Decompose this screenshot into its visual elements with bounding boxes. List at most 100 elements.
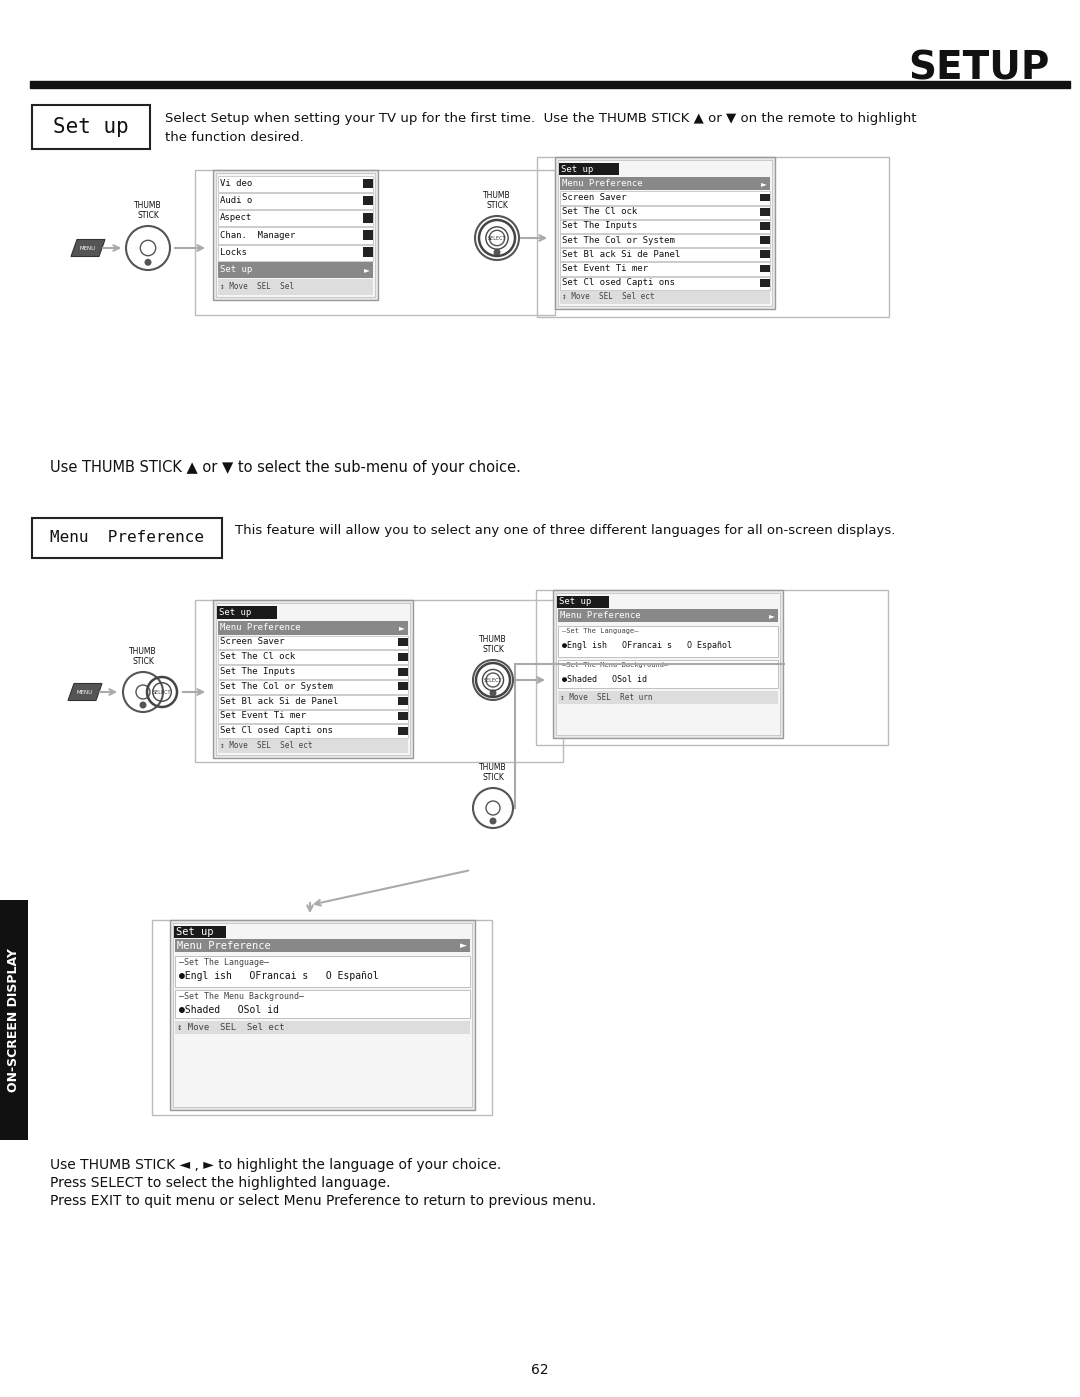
Bar bbox=[760, 264, 770, 272]
Text: SELECT: SELECT bbox=[484, 678, 502, 683]
Text: Set up: Set up bbox=[559, 598, 591, 606]
Bar bbox=[218, 176, 373, 193]
Bar bbox=[175, 956, 470, 986]
Text: Menu Preference: Menu Preference bbox=[220, 623, 300, 631]
Text: Set The Inputs: Set The Inputs bbox=[562, 221, 637, 231]
Bar bbox=[760, 279, 770, 286]
Text: THUMB
STICK: THUMB STICK bbox=[480, 763, 507, 782]
Polygon shape bbox=[68, 683, 102, 700]
Bar bbox=[213, 170, 378, 300]
Text: THUMB
STICK: THUMB STICK bbox=[480, 634, 507, 654]
Bar bbox=[760, 250, 770, 258]
Bar bbox=[363, 179, 373, 189]
Bar bbox=[195, 599, 563, 761]
Bar bbox=[553, 590, 783, 738]
Circle shape bbox=[494, 249, 500, 256]
Bar bbox=[175, 1021, 470, 1034]
Bar bbox=[760, 236, 770, 244]
Text: THUMB
STICK: THUMB STICK bbox=[130, 647, 157, 666]
Text: ↕ Move  SEL  Sel ect: ↕ Move SEL Sel ect bbox=[177, 1023, 284, 1032]
Bar bbox=[561, 277, 770, 289]
Text: ↕ Move  SEL  Sel ect: ↕ Move SEL Sel ect bbox=[562, 292, 654, 302]
Bar bbox=[363, 196, 373, 205]
Text: ►: ► bbox=[761, 179, 767, 187]
Bar bbox=[175, 990, 470, 1018]
Bar bbox=[555, 156, 775, 309]
Text: Chan.  Manager: Chan. Manager bbox=[220, 231, 295, 239]
Text: Screen Saver: Screen Saver bbox=[220, 637, 284, 647]
Bar bbox=[218, 725, 408, 738]
Text: —Set The Language—: —Set The Language— bbox=[179, 958, 269, 967]
Text: Vi deo: Vi deo bbox=[220, 179, 253, 189]
Bar bbox=[195, 170, 555, 314]
Bar bbox=[561, 205, 770, 219]
Text: THUMB
STICK: THUMB STICK bbox=[134, 201, 162, 219]
Text: Screen Saver: Screen Saver bbox=[562, 193, 626, 203]
Bar bbox=[216, 173, 375, 298]
Bar bbox=[363, 247, 373, 257]
Bar bbox=[399, 726, 408, 735]
Text: Set Bl ack Si de Panel: Set Bl ack Si de Panel bbox=[562, 250, 680, 258]
Circle shape bbox=[145, 258, 151, 265]
Bar bbox=[218, 680, 408, 694]
Text: ●Engl ish   OFrancai s   O Español: ●Engl ish OFrancai s O Español bbox=[562, 641, 732, 650]
Bar bbox=[399, 668, 408, 676]
Text: ●Shaded   OSol id: ●Shaded OSol id bbox=[179, 1004, 279, 1014]
Bar bbox=[218, 228, 373, 243]
Bar bbox=[218, 211, 373, 226]
Bar bbox=[218, 244, 373, 261]
Text: Audi o: Audi o bbox=[220, 196, 253, 205]
Text: ●Shaded   OSol id: ●Shaded OSol id bbox=[562, 675, 647, 683]
Text: ↕ Move  SEL  Ret urn: ↕ Move SEL Ret urn bbox=[561, 693, 652, 703]
Text: Press SELECT to select the highlighted language.: Press SELECT to select the highlighted l… bbox=[50, 1176, 391, 1190]
Text: ↕ Move  SEL  Sel ect: ↕ Move SEL Sel ect bbox=[220, 740, 312, 750]
Text: Set up: Set up bbox=[220, 265, 253, 274]
Text: Set Event Ti mer: Set Event Ti mer bbox=[220, 711, 306, 721]
Bar bbox=[30, 81, 1070, 88]
Bar bbox=[213, 599, 413, 759]
Text: 62: 62 bbox=[531, 1363, 549, 1377]
Bar bbox=[558, 626, 778, 657]
Bar bbox=[760, 194, 770, 201]
Bar bbox=[218, 636, 408, 650]
Text: Aspect: Aspect bbox=[220, 214, 253, 222]
Text: —Set The Language—: —Set The Language— bbox=[562, 629, 638, 634]
Bar bbox=[557, 597, 609, 608]
Text: ON-SCREEN DISPLAY: ON-SCREEN DISPLAY bbox=[8, 949, 21, 1092]
Text: Menu Preference: Menu Preference bbox=[561, 612, 640, 620]
Text: SETUP: SETUP bbox=[908, 49, 1050, 87]
Text: Use THUMB STICK ▲ or ▼ to select the sub-menu of your choice.: Use THUMB STICK ▲ or ▼ to select the sub… bbox=[50, 460, 521, 475]
Bar bbox=[399, 652, 408, 661]
Text: —Set The Menu Background—: —Set The Menu Background— bbox=[179, 992, 303, 1000]
Bar bbox=[217, 606, 276, 619]
Text: ►: ► bbox=[364, 265, 370, 274]
Bar bbox=[175, 939, 470, 951]
Text: This feature will allow you to select any one of three different languages for a: This feature will allow you to select an… bbox=[235, 524, 895, 536]
Bar bbox=[558, 609, 778, 622]
Bar bbox=[760, 208, 770, 215]
Bar bbox=[561, 291, 770, 305]
Text: MENU: MENU bbox=[80, 246, 96, 250]
Bar bbox=[556, 592, 780, 735]
Polygon shape bbox=[71, 239, 105, 257]
Bar bbox=[218, 279, 373, 295]
Bar bbox=[218, 710, 408, 724]
Bar bbox=[561, 191, 770, 204]
Bar bbox=[170, 921, 475, 1111]
Bar bbox=[399, 712, 408, 719]
Text: Menu Preference: Menu Preference bbox=[562, 179, 643, 187]
Text: Locks: Locks bbox=[220, 247, 247, 257]
Bar bbox=[561, 263, 770, 275]
Bar bbox=[536, 590, 888, 745]
Bar bbox=[218, 651, 408, 664]
Bar bbox=[559, 163, 619, 175]
Text: THUMB
STICK: THUMB STICK bbox=[483, 190, 511, 210]
Text: Set up: Set up bbox=[561, 165, 593, 173]
Text: —Set The Menu Background—: —Set The Menu Background— bbox=[562, 662, 669, 668]
Bar bbox=[363, 231, 373, 240]
Text: Use THUMB STICK ◄ , ► to highlight the language of your choice.: Use THUMB STICK ◄ , ► to highlight the l… bbox=[50, 1158, 501, 1172]
Text: ►: ► bbox=[400, 623, 405, 631]
Bar bbox=[558, 659, 778, 687]
Bar bbox=[537, 156, 889, 317]
Text: Menu Preference: Menu Preference bbox=[177, 942, 271, 951]
